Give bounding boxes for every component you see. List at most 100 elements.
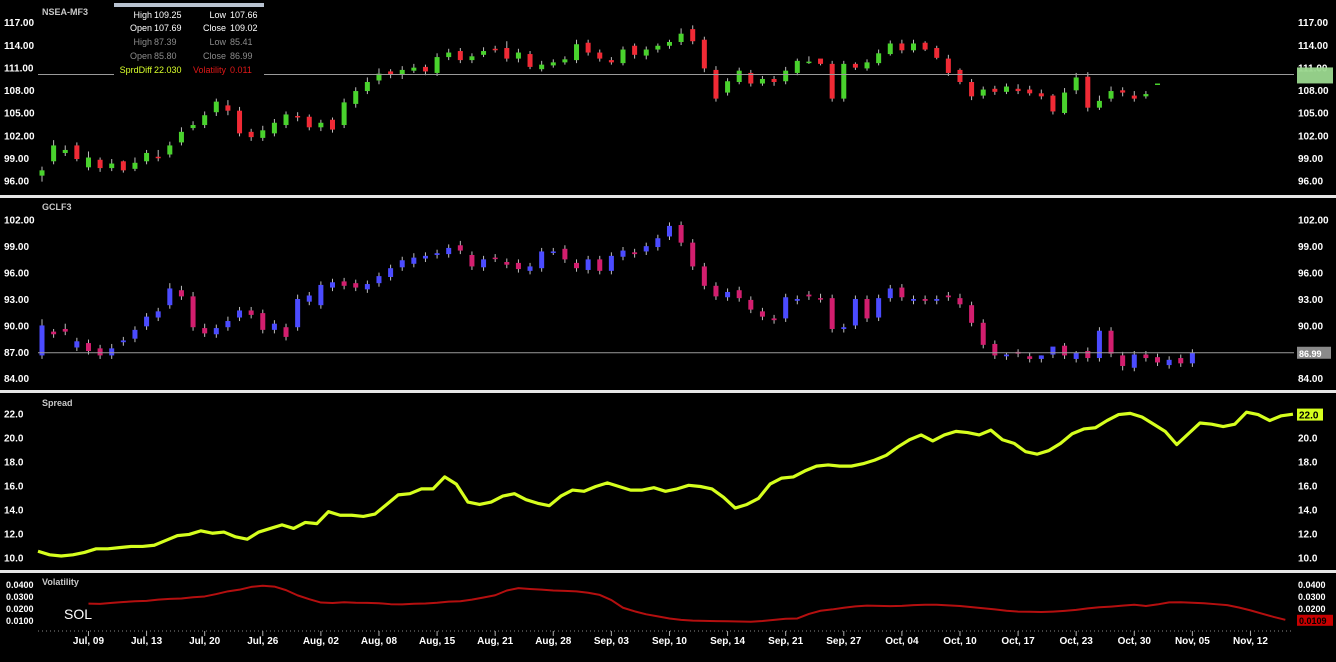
- candle-body: [97, 348, 103, 356]
- last-value-box: [1297, 614, 1333, 626]
- y-tick-label-left: 0.0100: [6, 616, 34, 626]
- candle-body: [1155, 83, 1161, 86]
- info-key: Close: [202, 23, 226, 33]
- info-value: 86.99: [230, 51, 253, 61]
- candle-body: [1131, 95, 1137, 99]
- candle-body: [446, 52, 452, 58]
- x-tick-label: Jul, 09: [73, 636, 105, 647]
- panel-separator: [0, 195, 1336, 198]
- candle-body: [1189, 352, 1195, 364]
- y-tick-label-left: 93.00: [4, 295, 29, 306]
- candle-body: [806, 294, 812, 297]
- candle-body: [794, 60, 800, 73]
- candle-body: [806, 61, 812, 64]
- x-tick-label: Jul, 13: [131, 636, 163, 647]
- candle-body: [62, 328, 68, 332]
- candle-body: [655, 238, 661, 248]
- candle-body: [608, 60, 614, 63]
- x-tick-label: Sep, 21: [768, 636, 803, 647]
- candle-body: [120, 161, 126, 171]
- candle-body: [388, 268, 394, 277]
- candle-body: [852, 299, 858, 326]
- candle-body: [771, 318, 777, 321]
- candle-body: [1073, 77, 1079, 91]
- candle-body: [1131, 354, 1137, 368]
- x-tick-label: Oct, 17: [1001, 636, 1035, 647]
- candle-body: [736, 290, 742, 299]
- candle-body: [504, 48, 510, 59]
- candle-body: [353, 283, 359, 288]
- candle-body: [167, 145, 173, 155]
- candle-body: [1120, 355, 1126, 366]
- candle-body: [213, 101, 219, 113]
- y-tick-label-left: 0.0200: [6, 604, 34, 614]
- x-tick-label: Aug, 21: [477, 636, 514, 647]
- x-tick-label: Sep, 03: [594, 636, 629, 647]
- info-key: Low: [209, 37, 226, 47]
- candle-body: [666, 225, 672, 237]
- y-tick-label-left: 102.00: [4, 131, 35, 142]
- candle-body: [271, 323, 277, 330]
- y-tick-label-right: 20.0: [1298, 434, 1318, 445]
- candle-body: [62, 149, 68, 153]
- y-tick-label-left: 18.0: [4, 458, 24, 469]
- candle-body: [1143, 94, 1149, 97]
- candle-body: [690, 242, 696, 267]
- y-tick-label-right: 102.00: [1298, 216, 1329, 227]
- candle-body: [655, 45, 661, 50]
- candle-body: [1003, 354, 1009, 357]
- candle-body: [155, 156, 161, 159]
- x-tick-label: Nov, 12: [1233, 636, 1268, 647]
- y-tick-label-left: 14.0: [4, 505, 24, 516]
- candle-body: [399, 69, 405, 75]
- candle-body: [794, 299, 800, 301]
- candle-body: [85, 157, 91, 168]
- y-tick-label-left: 96.00: [4, 177, 29, 188]
- candle-body: [911, 43, 916, 51]
- y-tick-label-left: 114.00: [4, 41, 34, 52]
- candle-body: [585, 259, 591, 270]
- spread-line: [37, 410, 1294, 558]
- candle-body: [1038, 93, 1044, 97]
- y-tick-label-left: 12.0: [4, 529, 24, 540]
- y-tick-label-left: 16.0: [4, 481, 24, 492]
- last-value-box: [1297, 408, 1323, 421]
- symbol-label: SOL: [64, 606, 93, 622]
- candle-body: [85, 343, 91, 351]
- candle-body: [1085, 351, 1091, 359]
- candle-body: [74, 341, 80, 348]
- candle-body: [51, 145, 57, 162]
- candle-body: [341, 281, 347, 286]
- y-tick-label-left: 84.00: [4, 374, 29, 385]
- gclf-candles: [39, 221, 1195, 372]
- nsea-panel-title: NSEA-MF3: [42, 7, 89, 17]
- candle-body: [155, 311, 161, 318]
- x-tick-label: Aug, 28: [535, 636, 572, 647]
- candle-body: [783, 297, 789, 319]
- y-tick-label-right: 18.0: [1298, 458, 1318, 469]
- candle-body: [1155, 357, 1161, 363]
- candle-body: [527, 54, 533, 67]
- candle-body: [957, 69, 963, 82]
- info-value: 107.66: [230, 10, 258, 20]
- candle-body: [202, 115, 208, 126]
- volatility-panel-title: Volatility: [42, 577, 79, 587]
- candle-body: [237, 310, 243, 318]
- candle-body: [876, 298, 882, 318]
- y-tick-label-right: 84.00: [1298, 374, 1323, 385]
- candle-body: [422, 66, 428, 72]
- y-tick-label-right: 105.00: [1298, 109, 1329, 120]
- x-tick-label: Aug, 02: [303, 636, 340, 647]
- candle-body: [120, 340, 126, 343]
- y-tick-label-right: 0.0300: [1298, 592, 1326, 602]
- info-box-handle[interactable]: [114, 3, 264, 7]
- x-tick-label: Aug, 08: [361, 636, 398, 647]
- candle-body: [376, 73, 382, 81]
- x-tick-label: Aug, 15: [419, 636, 456, 647]
- info-value: 87.39: [154, 37, 177, 47]
- candle-body: [864, 299, 870, 319]
- y-tick-label-left: 105.00: [4, 109, 35, 120]
- candle-body: [1062, 92, 1068, 113]
- candle-body: [39, 170, 45, 176]
- info-row-spread-volatility: SprdDiff 22.030 Volatility 0.011: [114, 65, 264, 79]
